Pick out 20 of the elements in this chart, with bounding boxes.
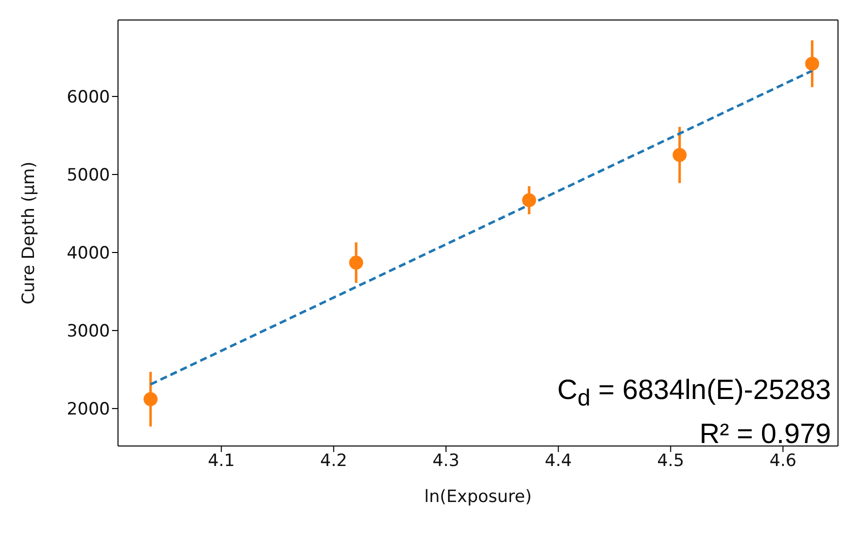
y-tick-label: 2000: [66, 400, 110, 420]
x-axis-title: ln(Exposure): [424, 487, 532, 507]
y-tick-label: 6000: [66, 87, 110, 108]
annotation: C$_{d}$ = 6834ln(E)-25283: [557, 373, 831, 413]
annotation: R² = 0.979: [698, 417, 831, 451]
x-tick-label: 4.6: [769, 451, 796, 472]
y-axis-title: Cure Depth (μm): [19, 162, 40, 304]
x-tick-label: 4.4: [544, 451, 572, 472]
y-tick-label: 5000: [66, 166, 110, 186]
point: [522, 193, 536, 208]
x-tick-label: 4.3: [432, 451, 460, 472]
x-tick-label: 4.2: [320, 451, 348, 472]
point: [805, 56, 820, 71]
y-tick-label: 3000: [66, 322, 110, 342]
y-tick-label: 4000: [66, 244, 110, 264]
point: [144, 392, 158, 406]
x-tick-label: 4.5: [657, 451, 684, 472]
point: [672, 148, 687, 162]
point: [349, 256, 364, 270]
x-tick-label: 4.1: [208, 451, 235, 472]
